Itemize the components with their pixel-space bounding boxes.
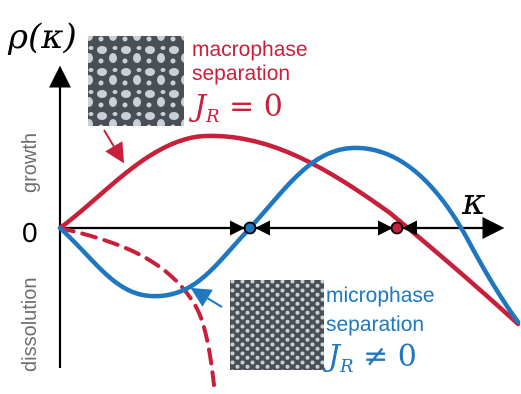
macro-pointer-arrow <box>103 129 125 164</box>
macro-jr-label: JR = 0 <box>188 89 283 127</box>
micro-jr-label: JR ≠ 0 <box>322 339 417 377</box>
microphase-pattern-image <box>230 280 324 370</box>
dissolution-label: dissolution <box>19 277 41 372</box>
fixed-point-red <box>390 221 404 235</box>
micro-pointer-arrow <box>190 287 223 308</box>
zero-label: 0 <box>22 217 38 248</box>
y-axis-label: ρ(κ) <box>7 17 77 57</box>
micro-curve <box>57 145 521 325</box>
micro-label-line2: separation <box>326 313 424 336</box>
growth-label: growth <box>19 133 41 193</box>
micro-label-line1: microphase <box>326 284 435 307</box>
macro-curve <box>57 133 521 327</box>
x-axis-label: κ <box>461 182 486 223</box>
macro-label-line2: separation <box>192 62 290 85</box>
macrophase-pattern-image <box>88 36 184 126</box>
fixed-point-blue <box>243 221 257 235</box>
macro-label-line1: macrophase <box>192 38 308 61</box>
